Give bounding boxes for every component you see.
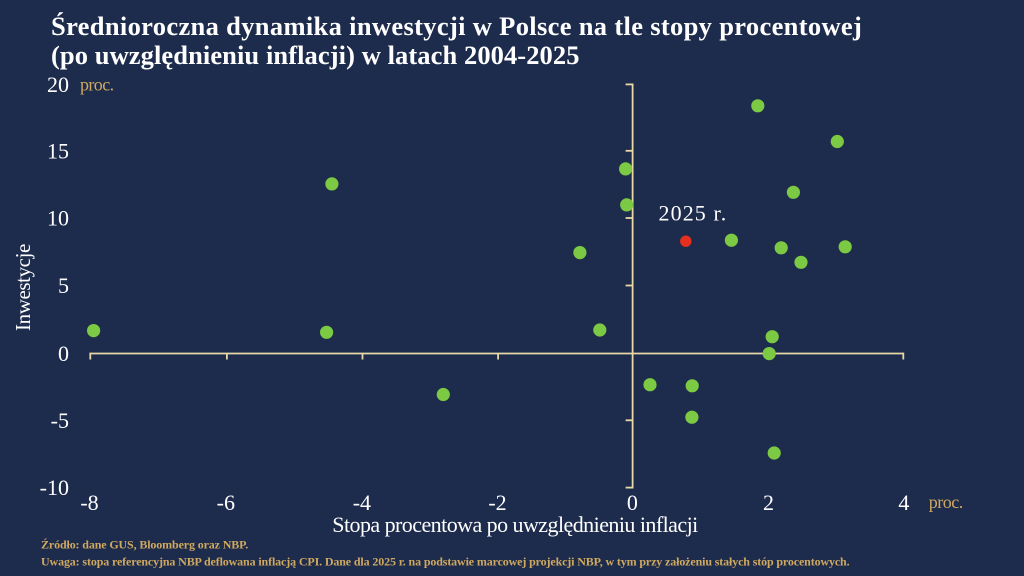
svg-text:Źródło: dane GUS, Bloomberg or: Źródło: dane GUS, Bloomberg oraz NBP. — [41, 538, 248, 552]
svg-text:2: 2 — [763, 490, 774, 515]
svg-text:10: 10 — [47, 206, 69, 231]
svg-text:-2: -2 — [488, 490, 506, 515]
svg-text:proc.: proc. — [929, 492, 963, 512]
svg-text:-5: -5 — [51, 408, 69, 433]
svg-text:Stopa procentowa po uwzględnie: Stopa procentowa po uwzględnieniu inflac… — [332, 512, 698, 537]
svg-text:15: 15 — [47, 138, 69, 163]
svg-text:(po uwzględnieniu inflacji) w: (po uwzględnieniu inflacji) w latach 200… — [51, 40, 580, 70]
svg-text:0: 0 — [58, 341, 69, 366]
svg-text:5: 5 — [58, 273, 69, 298]
svg-text:-6: -6 — [217, 490, 235, 515]
svg-text:0: 0 — [627, 490, 638, 515]
svg-text:-10: -10 — [40, 475, 69, 500]
svg-text:proc.: proc. — [80, 74, 114, 94]
svg-text:-8: -8 — [80, 490, 98, 515]
svg-text:Uwaga: stopa referencyjna NBP: Uwaga: stopa referencyjna NBP deflowana … — [41, 555, 850, 569]
svg-text:Średnioroczna dynamika inwesty: Średnioroczna dynamika inwestycji w Pols… — [51, 11, 862, 41]
svg-text:2025 r.: 2025 r. — [659, 200, 728, 225]
svg-text:20: 20 — [47, 72, 69, 97]
svg-text:-4: -4 — [353, 490, 371, 515]
svg-text:4: 4 — [898, 490, 909, 515]
svg-text:Inwestycje: Inwestycje — [11, 244, 35, 331]
